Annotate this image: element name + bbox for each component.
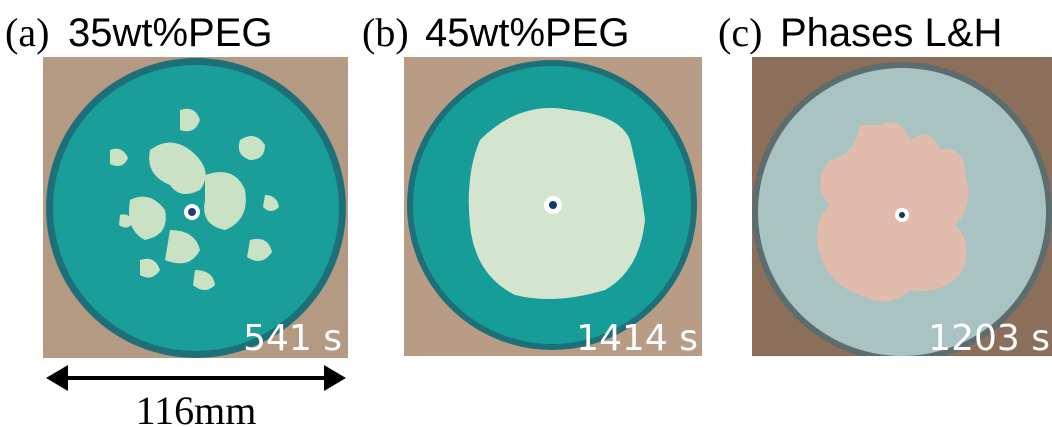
photo-b [404,57,702,356]
figure: 116mm (a) 35wt%PEG 541 s (b) 45wt%PEG 1414 s (… [0,0,1052,427]
photo-a [43,57,348,358]
time-label: 1414 s [576,318,698,359]
scale-label: 116mm [136,388,257,427]
time-label: 1203 s [928,318,1050,359]
photo-c [752,57,1052,362]
panel-title: 35wt%PEG [68,11,273,55]
panel-title: Phases L&H [780,11,1002,55]
panel-label: (b) [362,10,409,55]
panel-label: (a) [5,10,49,55]
time-label: 541 s [243,318,342,359]
panel-label: (c) [718,10,762,55]
panel-title: 45wt%PEG [425,11,630,55]
